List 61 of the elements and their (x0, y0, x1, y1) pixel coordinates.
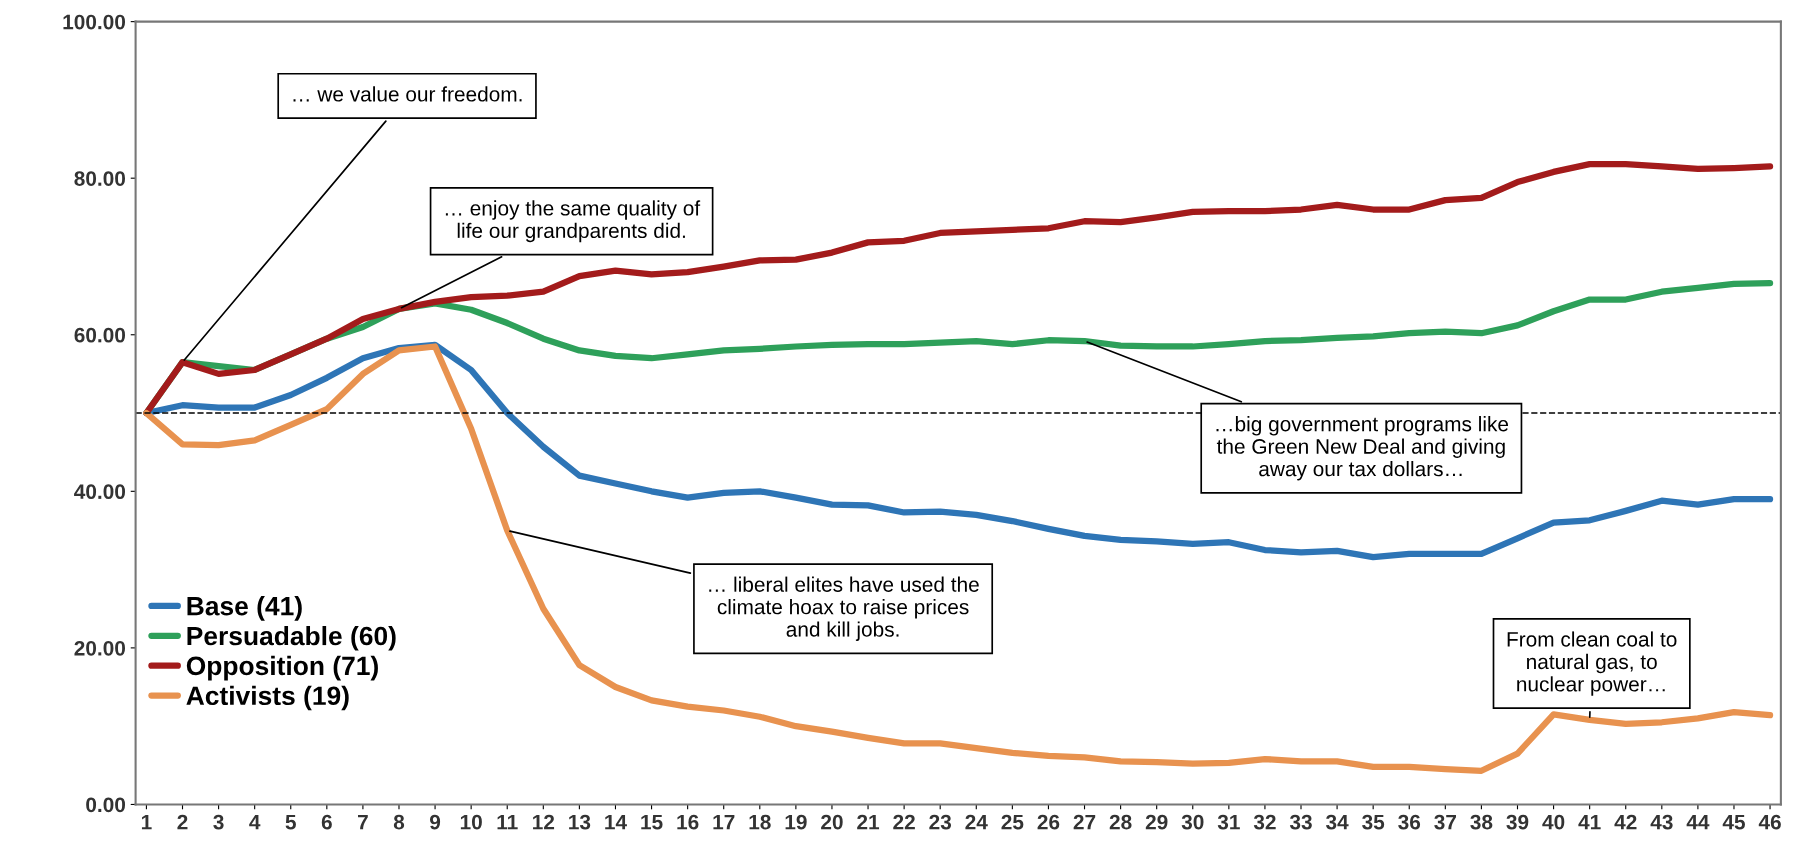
x-tick-label: 27 (1073, 814, 1096, 830)
x-tick-label: 33 (1289, 814, 1312, 830)
x-tick-label: 34 (1325, 814, 1349, 830)
y-tick-label: 80.00 (74, 171, 126, 186)
x-tick-label: 10 (460, 814, 482, 830)
x-tick-label: 14 (605, 814, 627, 830)
x-tick-label: 5 (285, 814, 296, 830)
y-tick-label: 60.00 (74, 327, 126, 343)
x-tick-label: 26 (1037, 814, 1060, 830)
x-tick-label: 2 (177, 814, 188, 830)
legend-label: Base (41) (187, 596, 302, 621)
x-tick-label: 6 (321, 814, 332, 830)
legend-label: Opposition (71) (186, 655, 378, 681)
x-tick-label: 25 (1001, 814, 1024, 830)
x-tick-label: 24 (965, 814, 988, 830)
x-tick-label: 4 (249, 814, 261, 830)
y-tick-label: 20.00 (74, 640, 126, 656)
x-tick-label: 13 (569, 814, 591, 830)
annotation: … enjoy the same quality of life our grandparents did. (445, 200, 701, 243)
x-tick-label: 1 (141, 814, 152, 830)
x-tick-label: 37 (1434, 814, 1456, 830)
x-tick-label: 43 (1650, 814, 1673, 830)
x-tick-label: 8 (393, 814, 405, 830)
x-tick-label: 23 (929, 814, 952, 830)
x-tick-label: 20 (821, 814, 843, 830)
x-tick-label: 19 (785, 814, 807, 830)
x-tick-label: 44 (1686, 814, 1710, 830)
x-tick-label: 28 (1109, 814, 1132, 830)
annotation: From clean coal to natural gas, to nuclear power… (1507, 631, 1677, 696)
x-tick-label: 40 (1542, 814, 1565, 830)
x-tick-label: 32 (1253, 814, 1276, 830)
x-tick-label: 3 (213, 814, 224, 830)
legend-label: Activists (19) (186, 685, 349, 711)
x-tick-label: 45 (1722, 814, 1745, 830)
x-tick-label: 46 (1758, 814, 1781, 830)
x-tick-label: 17 (713, 814, 735, 830)
annotation: … liberal elites have used the climate hoax to raise prices and kill jobs. (709, 576, 979, 641)
y-tick-label: 0.00 (86, 797, 126, 813)
x-tick-label: 22 (893, 814, 915, 830)
x-tick-label: 42 (1614, 814, 1637, 830)
x-tick-label: 11 (497, 814, 518, 830)
x-tick-label: 21 (857, 814, 880, 830)
x-tick-label: 31 (1217, 814, 1240, 830)
x-tick-label: 39 (1506, 814, 1529, 830)
annotation: …big government programs like the Green New Deal and giving away our tax dollars… (1216, 416, 1509, 481)
y-tick-label: 40.00 (74, 484, 126, 500)
x-tick-label: 36 (1398, 814, 1421, 830)
legend-label: Persuadable (60) (187, 625, 396, 651)
y-tick-label: 100.00 (63, 14, 126, 30)
x-tick-label: 41 (1578, 814, 1601, 830)
annotation: … we value our freedom. (293, 86, 522, 102)
x-tick-label: 35 (1362, 814, 1385, 830)
x-tick-label: 18 (749, 814, 771, 830)
x-tick-label: 30 (1181, 814, 1204, 830)
x-tick-label: 38 (1470, 814, 1493, 830)
x-tick-label: 12 (533, 814, 555, 830)
x-tick-label: 29 (1145, 814, 1168, 830)
x-tick-label: 9 (430, 814, 441, 830)
x-tick-label: 15 (641, 814, 663, 830)
x-tick-label: 16 (677, 814, 699, 830)
x-tick-label: 7 (358, 814, 368, 830)
